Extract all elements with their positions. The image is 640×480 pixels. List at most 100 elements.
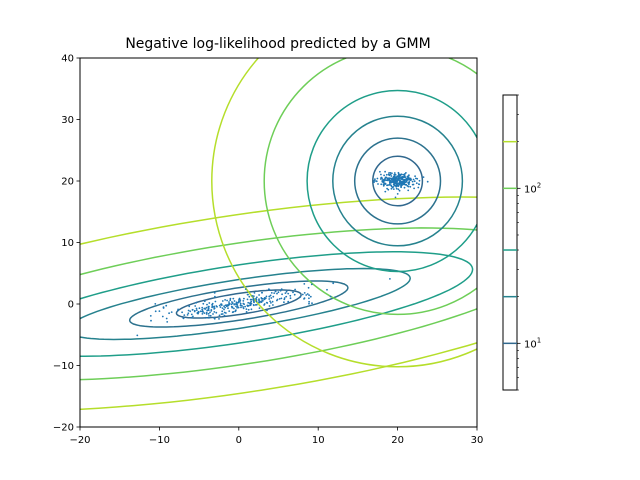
sample-point (388, 172, 390, 174)
sample-point (413, 187, 415, 190)
sample-point (264, 297, 267, 300)
y-tick-label: 10 (61, 238, 74, 249)
sample-point (224, 304, 227, 307)
sample-point (215, 311, 218, 314)
sample-point (416, 177, 419, 180)
sample-point (203, 312, 206, 314)
sample-point (220, 313, 223, 315)
sample-point (308, 300, 310, 303)
sample-point (224, 299, 227, 301)
sample-point (250, 298, 253, 301)
sample-point (242, 302, 245, 305)
sample-point (248, 295, 251, 298)
sample-point (154, 310, 157, 313)
sample-point (303, 283, 306, 285)
sample-point (308, 297, 310, 300)
sample-point (213, 311, 216, 313)
x-tick-label: 0 (236, 435, 242, 446)
sample-point (246, 293, 249, 296)
sample-point (236, 306, 239, 309)
sample-point (168, 312, 171, 315)
sample-point (249, 302, 251, 305)
contour-line-component-b (263, 58, 477, 316)
sample-point (388, 173, 390, 176)
sample-point (392, 183, 395, 186)
sample-point (384, 177, 386, 180)
sample-point (258, 301, 260, 304)
sample-point (195, 301, 198, 304)
sample-point (190, 313, 193, 316)
sample-point (383, 174, 385, 177)
sample-point (196, 312, 199, 315)
sample-point (268, 298, 271, 300)
sample-point (235, 305, 237, 308)
sample-point (385, 173, 388, 176)
colorbar-tick-label: 102 (524, 181, 541, 195)
sample-point (386, 187, 388, 190)
sample-point (236, 305, 239, 308)
sample-point (208, 315, 210, 317)
sample-point (284, 292, 287, 294)
contour-line-component-b (353, 137, 442, 225)
sample-point (195, 309, 198, 311)
sample-point (202, 311, 205, 313)
sample-point (391, 172, 393, 175)
sample-point (209, 314, 212, 317)
sample-point (285, 295, 288, 298)
sample-point (240, 304, 243, 307)
chart-title: Negative log-likelihood predicted by a G… (125, 36, 430, 52)
sample-point (285, 290, 288, 293)
sample-point (283, 297, 286, 299)
sample-point (187, 309, 190, 312)
sample-point (384, 190, 387, 193)
sample-point (236, 302, 239, 304)
sample-point (221, 310, 224, 313)
sample-point (408, 174, 410, 177)
sample-point (220, 303, 222, 306)
sample-point (380, 173, 382, 176)
sample-point (407, 189, 410, 192)
sample-point (253, 304, 255, 307)
sample-point (287, 300, 290, 303)
sample-point (411, 180, 414, 183)
sample-point (281, 293, 283, 296)
sample-point (201, 308, 204, 311)
contour-line-component-a (80, 251, 474, 357)
sample-point (265, 295, 268, 298)
y-axis: −20 −10 0 10 20 30 40 (53, 54, 80, 434)
sample-point (405, 177, 408, 180)
sample-point (401, 180, 404, 183)
sample-point (194, 305, 197, 307)
sample-point (293, 293, 296, 296)
sample-point (193, 310, 196, 313)
sample-point (249, 304, 252, 307)
x-axis: −20 −10 0 10 20 30 (69, 427, 483, 446)
x-tick-label: 10 (312, 435, 325, 446)
sample-point (166, 321, 169, 323)
sample-point (233, 300, 236, 302)
contour-line-component-a (80, 196, 477, 411)
sample-point (396, 184, 399, 187)
contour-line-component-b (211, 58, 477, 368)
sample-point (418, 179, 421, 182)
sample-point (384, 170, 386, 173)
sample-point (274, 290, 277, 292)
contour-lines (80, 58, 477, 411)
sample-point (203, 300, 206, 303)
sample-point (387, 178, 389, 181)
sample-point (289, 294, 292, 297)
sample-point (276, 298, 279, 301)
sample-point (242, 307, 245, 310)
contour-line-component-a (80, 267, 411, 341)
sample-point (299, 296, 302, 298)
sample-point (400, 176, 403, 179)
sample-point (379, 170, 381, 173)
sample-point (384, 182, 387, 185)
sample-point (392, 179, 395, 182)
sample-point (373, 181, 375, 184)
sample-point (277, 291, 280, 294)
contour-line-component-b (332, 115, 464, 247)
sample-point (149, 315, 152, 317)
sample-point (403, 186, 406, 189)
